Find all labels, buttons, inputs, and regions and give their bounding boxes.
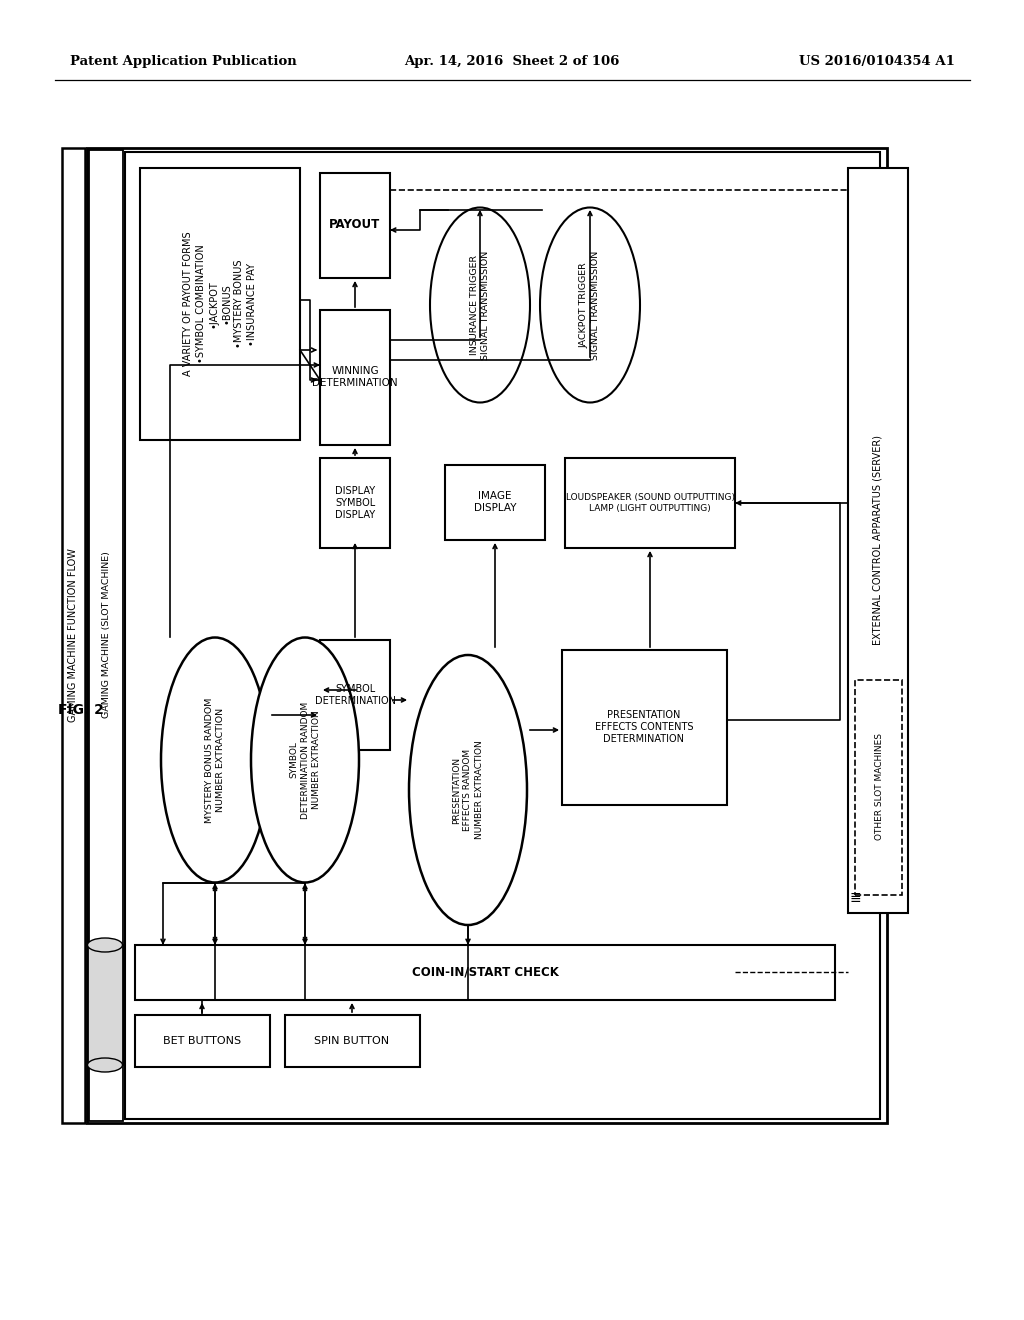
Ellipse shape [409, 655, 527, 925]
Bar [562, 649, 727, 805]
Text: SYMBOL
DETERMINATION RANDOM
NUMBER EXTRACTION: SYMBOL DETERMINATION RANDOM NUMBER EXTRA… [290, 701, 321, 818]
Bar [135, 945, 835, 1001]
Ellipse shape [540, 207, 640, 403]
Bar [285, 1015, 420, 1067]
Text: PRESENTATION
EFFECTS CONTENTS
DETERMINATION: PRESENTATION EFFECTS CONTENTS DETERMINAT… [595, 710, 693, 744]
Bar [319, 173, 390, 279]
Text: SPIN BUTTON: SPIN BUTTON [314, 1036, 389, 1045]
Bar [88, 945, 123, 1065]
Text: Apr. 14, 2016  Sheet 2 of 106: Apr. 14, 2016 Sheet 2 of 106 [404, 55, 620, 69]
Text: US 2016/0104354 A1: US 2016/0104354 A1 [799, 55, 955, 69]
Text: MYSTERY BONUS RANDOM
NUMBER EXTRACTION: MYSTERY BONUS RANDOM NUMBER EXTRACTION [205, 697, 225, 822]
Text: Patent Application Publication: Patent Application Publication [70, 55, 297, 69]
Text: DISPLAY
SYMBOL
DISPLAY: DISPLAY SYMBOL DISPLAY [335, 486, 375, 520]
Bar [400, 180, 690, 440]
Bar [319, 458, 390, 548]
Text: EXTERNAL CONTROL APPARATUS (SERVER): EXTERNAL CONTROL APPARATUS (SERVER) [873, 436, 883, 645]
Bar [565, 458, 735, 548]
Text: IMAGE
DISPLAY: IMAGE DISPLAY [474, 491, 516, 513]
Bar [319, 310, 390, 445]
Bar [319, 640, 390, 750]
Ellipse shape [251, 638, 359, 883]
Text: JACKPOT TRIGGER
SIGNAL TRANSMISSION: JACKPOT TRIGGER SIGNAL TRANSMISSION [580, 251, 600, 359]
Text: SYMBOL
DETERMINATION: SYMBOL DETERMINATION [314, 684, 395, 706]
Ellipse shape [87, 1059, 123, 1072]
Text: A VARIETY OF PAYOUT FORMS
•SYMBOL COMBINATION
•JACKPOT
•BONUS
•MYSTERY BONUS
•IN: A VARIETY OF PAYOUT FORMS •SYMBOL COMBIN… [183, 232, 257, 376]
Bar [125, 152, 880, 1119]
Bar [89, 150, 123, 1121]
Text: WINNING
DETERMINATION: WINNING DETERMINATION [312, 366, 397, 388]
Text: GAMING MACHINE (SLOT MACHINE): GAMING MACHINE (SLOT MACHINE) [101, 552, 111, 718]
Text: ≣: ≣ [849, 891, 861, 906]
Text: PRESENTATION
EFFECTS RANDOM
NUMBER EXTRACTION: PRESENTATION EFFECTS RANDOM NUMBER EXTRA… [453, 741, 483, 840]
Bar [848, 168, 908, 913]
Bar [62, 148, 85, 1123]
Bar [132, 450, 831, 940]
Text: OTHER SLOT MACHINES: OTHER SLOT MACHINES [876, 734, 885, 841]
Bar [135, 160, 835, 450]
Bar [140, 168, 300, 440]
Bar [855, 680, 902, 895]
Bar [87, 148, 887, 1123]
Text: FIG. 2: FIG. 2 [58, 704, 103, 717]
Bar [319, 450, 845, 719]
Bar [445, 465, 545, 540]
Text: INSURANCE TRIGGER
SIGNAL TRANSMISSION: INSURANCE TRIGGER SIGNAL TRANSMISSION [470, 251, 490, 359]
Ellipse shape [87, 939, 123, 952]
Ellipse shape [430, 207, 530, 403]
Text: BET BUTTONS: BET BUTTONS [163, 1036, 241, 1045]
Text: GAMING MACHINE FUNCTION FLOW: GAMING MACHINE FUNCTION FLOW [68, 548, 78, 722]
Bar [135, 1015, 270, 1067]
Ellipse shape [161, 638, 269, 883]
Text: LOUDSPEAKER (SOUND OUTPUTTING)
LAMP (LIGHT OUTPUTTING): LOUDSPEAKER (SOUND OUTPUTTING) LAMP (LIG… [565, 492, 734, 513]
Text: PAYOUT: PAYOUT [330, 219, 381, 231]
Text: COIN-IN/START CHECK: COIN-IN/START CHECK [412, 965, 558, 978]
